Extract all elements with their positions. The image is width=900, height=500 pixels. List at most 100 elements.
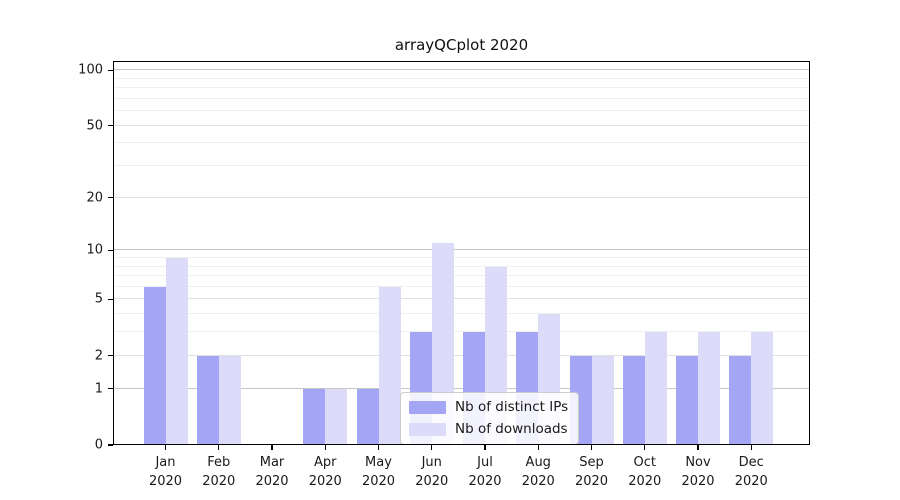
gridline-6 (113, 285, 810, 287)
legend-swatch-downloads (409, 422, 446, 436)
y-tick-label-20: 20 (86, 190, 103, 206)
x-tick-mark-apr (324, 445, 326, 450)
x-tick-label-sep: Sep 2020 (560, 454, 624, 492)
gridline-2 (113, 354, 810, 356)
y-tick-mark-5 (108, 298, 113, 301)
bar-jan-downloads (165, 257, 188, 445)
x-tick-year: 2020 (468, 473, 502, 489)
y-tick-mark-1 (108, 388, 113, 390)
gridline-3 (113, 331, 810, 333)
x-tick-month: Jan (155, 455, 176, 470)
x-tick-mark-nov (697, 445, 699, 450)
gridline-40 (113, 142, 810, 144)
x-tick-month: Jul (477, 455, 493, 470)
bar-dec-distinct-ips (729, 355, 752, 445)
legend: Nb of distinct IPs Nb of downloads (400, 392, 580, 445)
gridline-10 (113, 249, 810, 251)
y-tick-label-2: 2 (94, 348, 103, 364)
gridline-1 (113, 387, 810, 389)
bar-apr-distinct-ips (303, 388, 326, 445)
x-tick-label-apr: Apr 2020 (293, 454, 357, 492)
gridline-80 (113, 87, 810, 89)
gridline-7 (113, 275, 810, 277)
x-tick-mark-jun (431, 445, 433, 450)
bar-oct-distinct-ips (622, 355, 645, 445)
x-tick-mark-may (377, 445, 380, 450)
x-tick-year: 2020 (148, 473, 183, 489)
gridline-5 (113, 298, 810, 300)
y-tick-mark-2 (108, 355, 113, 357)
gridline-70 (113, 97, 810, 99)
bar-apr-downloads (325, 388, 348, 445)
x-tick-label-mar: Mar 2020 (240, 454, 304, 492)
x-tick-month: Feb (207, 455, 231, 470)
bar-dec-downloads (751, 332, 774, 445)
x-tick-label-jan: Jan 2020 (134, 454, 198, 492)
x-tick-year: 2020 (361, 473, 396, 489)
gridline-60 (113, 110, 810, 112)
x-tick-label-nov: Nov 2020 (666, 454, 730, 492)
gridline-8 (113, 265, 810, 267)
x-tick-year: 2020 (628, 473, 662, 489)
x-tick-month: Oct (633, 455, 656, 470)
bar-may-downloads (378, 286, 401, 445)
x-tick-month: Sep (579, 455, 604, 470)
bar-feb-distinct-ips (196, 355, 219, 445)
y-tick-label-10: 10 (86, 242, 103, 258)
x-tick-month: Nov (685, 455, 711, 470)
bar-may-distinct-ips (356, 388, 379, 445)
y-tick-mark-100 (108, 69, 113, 71)
x-tick-mark-oct (644, 445, 646, 450)
x-tick-mark-jan (164, 445, 167, 450)
x-tick-label-feb: Feb 2020 (187, 454, 251, 492)
y-tick-label-5: 5 (94, 291, 103, 307)
x-tick-year: 2020 (734, 473, 768, 489)
y-tick-label-100: 100 (78, 62, 103, 78)
y-tick-mark-10 (108, 249, 113, 251)
x-tick-month: Aug (525, 455, 551, 470)
legend-label-distinct-ips: Nb of distinct IPs (455, 399, 569, 415)
x-tick-year: 2020 (308, 473, 342, 489)
x-tick-label-jul: Jul 2020 (453, 454, 517, 492)
legend-swatch-distinct-ips (409, 400, 446, 414)
x-tick-month: Apr (314, 455, 337, 470)
gridline-30 (113, 165, 810, 167)
x-tick-mark-sep (590, 445, 593, 450)
plot-area: 0 1 2 5 10 20 50 100 Jan 2020 Feb 2020 Mar 2020 Apr 20… (78, 61, 810, 489)
gridline-100 (113, 69, 810, 71)
legend-item-distinct-ips: Nb of distinct IPs (409, 399, 568, 415)
bar-nov-downloads (698, 332, 720, 445)
x-tick-year: 2020 (255, 473, 289, 489)
x-tick-year: 2020 (202, 473, 236, 489)
gridline-4 (113, 313, 810, 315)
x-tick-label-jun: Jun 2020 (400, 454, 464, 492)
bar-feb-downloads (218, 355, 241, 445)
x-tick-mark-jul (484, 445, 486, 450)
x-tick-label-oct: Oct 2020 (613, 454, 677, 492)
gridline-50 (113, 124, 810, 126)
y-tick-mark-0 (108, 444, 113, 446)
x-tick-month: Jun (421, 455, 442, 470)
legend-label-downloads: Nb of downloads (455, 421, 568, 437)
gridline-20 (113, 196, 810, 198)
x-tick-year: 2020 (574, 473, 609, 489)
y-tick-label-50: 50 (86, 118, 103, 134)
y-tick-mark-20 (108, 197, 113, 199)
x-tick-mark-mar (271, 445, 273, 450)
x-tick-year: 2020 (415, 473, 449, 489)
x-tick-month: Dec (738, 455, 764, 470)
bar-oct-downloads (644, 332, 667, 445)
y-tick-label-1: 1 (94, 381, 103, 397)
bar-jan-distinct-ips (143, 286, 166, 445)
y-tick-label-0: 0 (94, 437, 103, 453)
gridline-90 (113, 77, 810, 79)
x-tick-mark-dec (750, 445, 752, 450)
bar-nov-distinct-ips (676, 355, 698, 445)
gridline-9 (113, 256, 810, 258)
x-tick-month: May (365, 455, 392, 470)
x-tick-label-may: May 2020 (347, 454, 411, 492)
chart-title: arrayQCplot 2020 (394, 36, 529, 54)
x-tick-year: 2020 (521, 473, 555, 489)
x-tick-mark-feb (218, 445, 220, 450)
